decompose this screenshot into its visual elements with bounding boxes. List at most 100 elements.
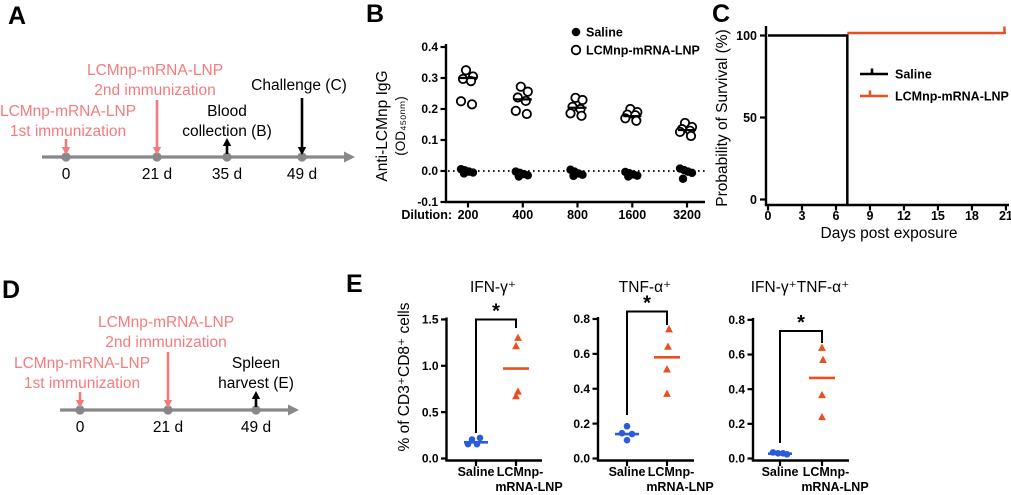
event-arrowhead-up-icon bbox=[222, 138, 232, 146]
e-cat-saline: Saline bbox=[609, 465, 646, 479]
timeline-event-label: 1st immunization bbox=[10, 123, 126, 140]
timeline-dot bbox=[61, 152, 71, 162]
timeline-event-label: LCMnp-mRNA-LNP bbox=[98, 314, 234, 331]
c-legend-saline-label: Saline bbox=[895, 68, 932, 82]
b-x-tick-label: 3200 bbox=[673, 208, 701, 222]
b-point-lnp bbox=[522, 86, 533, 97]
e-point-lnp bbox=[514, 333, 522, 341]
b-point-lnp bbox=[455, 96, 467, 107]
e-title: IFN-γ⁺ bbox=[470, 279, 516, 296]
c-ylabel: Probability of Survival (%) bbox=[714, 29, 731, 206]
e-point-lnp bbox=[512, 391, 520, 400]
c-x-tick-label: 18 bbox=[965, 209, 979, 223]
event-arrowhead-down-icon bbox=[75, 400, 85, 408]
event-arrowhead-down-icon bbox=[163, 400, 173, 408]
e-point-lnp bbox=[819, 355, 827, 363]
b-point-lnp bbox=[631, 115, 642, 126]
b-point-lnp bbox=[685, 130, 697, 142]
e-point-saline bbox=[623, 422, 631, 430]
timeline-event-label: LCMnp-mRNA-LNP bbox=[87, 62, 223, 79]
e-y-tick-label: 0.0 bbox=[573, 452, 590, 466]
e-y-tick-label: 0.6 bbox=[573, 347, 590, 361]
b-y-tick-label: 0.0 bbox=[421, 164, 438, 178]
c-y-tick-label: 100 bbox=[736, 29, 757, 43]
timeline-arrowhead-icon bbox=[288, 404, 299, 416]
e-cat-lnp-2: mRNA-LNP bbox=[495, 480, 562, 494]
c-xlabel: Days post exposure bbox=[821, 225, 958, 242]
c-y-tick-label: 0 bbox=[750, 193, 757, 207]
b-point-saline bbox=[468, 168, 478, 177]
panel-a-timeline: 0 21 d 35 d 49 d LCMnp-mRNA-LNP 1st immunizat… bbox=[0, 62, 355, 183]
timeline-dot bbox=[75, 405, 85, 415]
event-arrowhead-down-icon bbox=[61, 147, 71, 155]
b-point-saline bbox=[687, 168, 697, 178]
panel-label-c: C bbox=[712, 0, 731, 28]
e-cat-lnp-2: mRNA-LNP bbox=[646, 480, 713, 494]
timeline-arrowhead-icon bbox=[344, 151, 355, 163]
b-point-saline bbox=[459, 169, 469, 178]
e-sig-bracket bbox=[779, 330, 823, 443]
e-y-tick-label: 1.5 bbox=[422, 313, 439, 327]
b-legend-saline: Saline bbox=[586, 26, 623, 40]
panel-label-d: D bbox=[2, 276, 21, 304]
e-point-lnp bbox=[818, 390, 826, 399]
panel-c-chart: Probability of Survival (%) 0 50 100 0 3 6 9 12 1… bbox=[714, 26, 1011, 242]
b-y-tick-label: -0.1 bbox=[417, 195, 438, 209]
e-cat-saline: Saline bbox=[762, 465, 799, 479]
b-point-lnp bbox=[460, 65, 472, 76]
timeline-tick-label: 0 bbox=[76, 419, 85, 436]
b-point-saline bbox=[523, 171, 532, 180]
timeline-event-label: harvest (E) bbox=[218, 375, 294, 392]
event-arrowhead-up-icon bbox=[251, 391, 261, 399]
b-y-tick-label: 0.2 bbox=[421, 102, 438, 116]
c-x-tick-label: 3 bbox=[799, 209, 806, 223]
timeline-tick-label: 0 bbox=[62, 166, 71, 183]
b-point-saline bbox=[624, 172, 633, 181]
event-arrowhead-down-icon bbox=[152, 147, 162, 155]
b-point-lnp bbox=[577, 94, 588, 106]
e-ylabel: % of CD3⁺CD8⁺ cells bbox=[396, 302, 413, 451]
timeline-dot bbox=[297, 152, 307, 162]
timeline-event-label: 1st immunization bbox=[24, 375, 140, 392]
e-y-tick-label: 0.8 bbox=[573, 312, 590, 326]
b-ylabel-od: (OD₄₅₀ₙₘ) bbox=[393, 96, 408, 156]
c-line-saline bbox=[768, 34, 849, 204]
timeline-event-label: LCMnp-mRNA-LNP bbox=[0, 103, 136, 120]
e-y-tick-label: 0.8 bbox=[728, 313, 745, 327]
b-point-lnp bbox=[515, 81, 526, 92]
e-title: TNF-α⁺ bbox=[619, 279, 671, 296]
timeline-tick-label: 49 d bbox=[287, 166, 317, 183]
c-x-tick-label: 0 bbox=[765, 209, 772, 223]
event-arrowhead-down-icon bbox=[297, 147, 307, 155]
timeline-dot bbox=[163, 405, 173, 415]
e-point-lnp bbox=[818, 343, 826, 351]
b-x-tick-label: 400 bbox=[512, 208, 533, 222]
b-point-saline bbox=[678, 174, 688, 183]
e-sig-asterisk: * bbox=[643, 293, 651, 315]
timeline-dot bbox=[251, 405, 261, 415]
c-legend-lnp-label: LCMnp-mRNA-LNP bbox=[895, 90, 1009, 104]
c-x-tick-label: 6 bbox=[833, 209, 840, 223]
b-point-lnp bbox=[565, 108, 576, 119]
b-point-saline bbox=[578, 170, 587, 179]
e-sig-bracket bbox=[626, 310, 668, 415]
panel-label-e: E bbox=[346, 270, 363, 298]
b-x-tick-label: 200 bbox=[458, 208, 479, 222]
e-cat-lnp-2: mRNA-LNP bbox=[801, 480, 868, 494]
timeline-tick-label: 21 d bbox=[142, 166, 172, 183]
timeline-tick-label: 21 d bbox=[153, 419, 183, 436]
legend-open-circle-icon bbox=[570, 44, 582, 56]
e-title: IFN-γ⁺TNF-α⁺ bbox=[751, 279, 850, 296]
e-y-tick-label: 0.5 bbox=[422, 405, 439, 419]
e-y-tick-label: 0.2 bbox=[573, 417, 590, 431]
e-point-saline bbox=[476, 434, 484, 442]
e-point-lnp bbox=[665, 325, 673, 333]
e-y-tick-label: 0.6 bbox=[728, 348, 745, 362]
b-point-lnp bbox=[576, 110, 587, 121]
timeline-dot bbox=[222, 152, 232, 162]
panel-b-chart: Anti-LCMnp IgG (OD₄₅₀ₙₘ) -0.1 0.0 0.1 0.2 0.3 0… bbox=[374, 26, 707, 222]
e-y-tick-label: 0.4 bbox=[573, 382, 590, 396]
e-sig-asterisk: * bbox=[492, 301, 500, 323]
b-legend-lnp: LCMnp-mRNA-LNP bbox=[586, 44, 700, 58]
e-sig-bracket bbox=[475, 318, 517, 433]
